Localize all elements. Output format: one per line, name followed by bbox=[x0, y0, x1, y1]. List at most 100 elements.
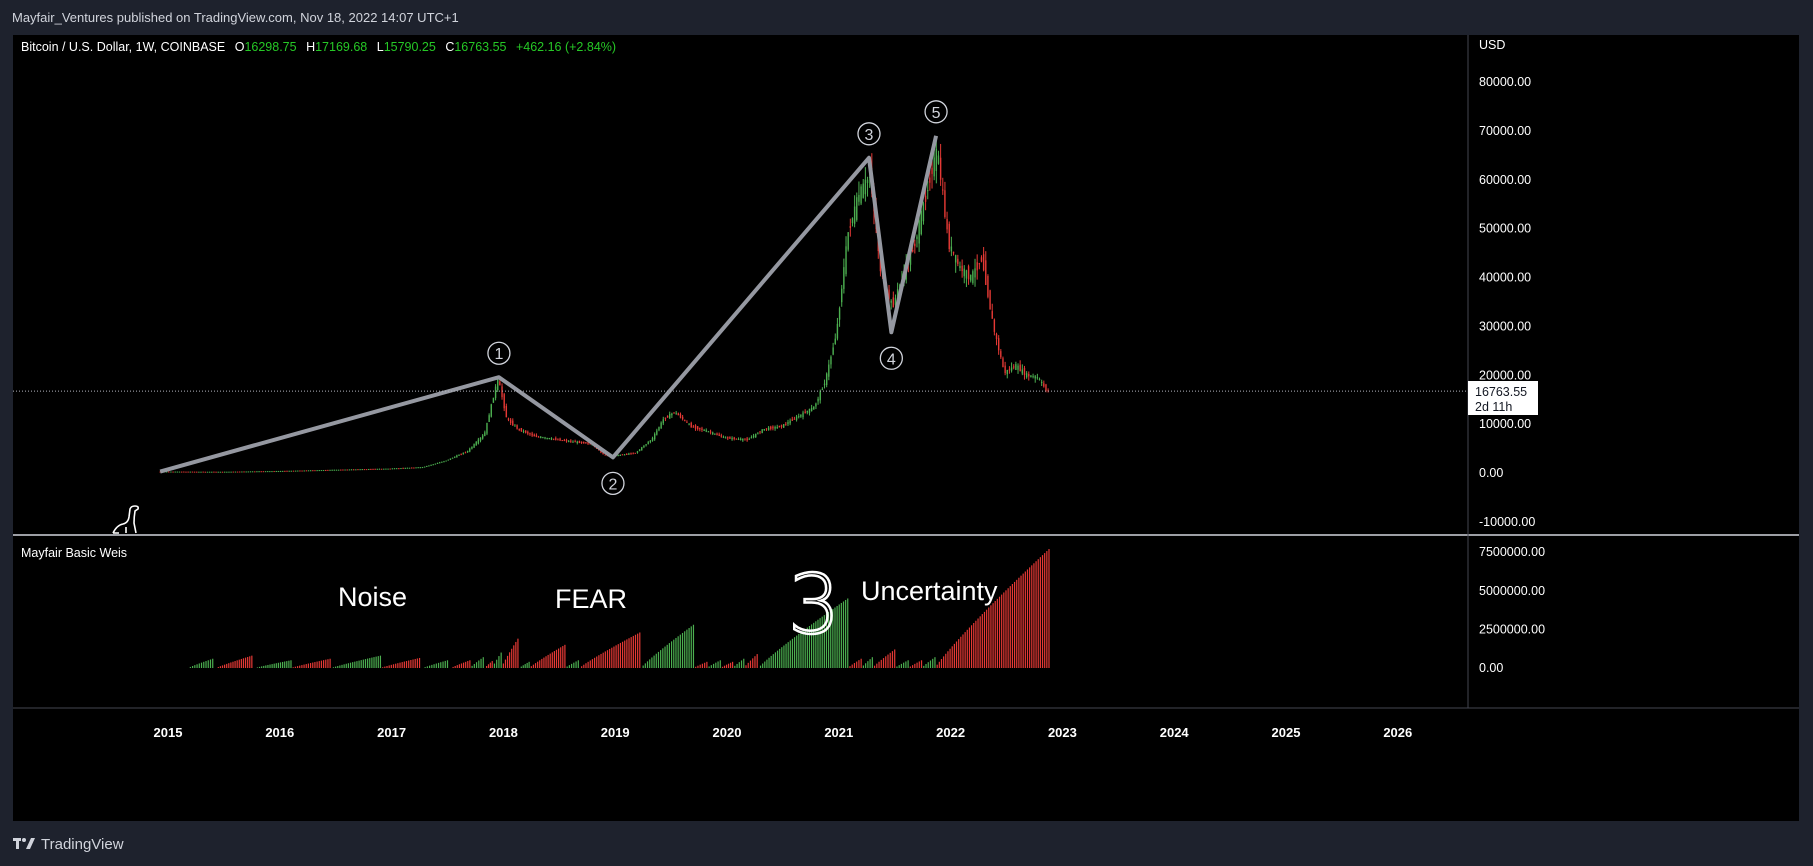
indicator-legend[interactable]: Mayfair Basic Weis bbox=[21, 546, 127, 560]
footer[interactable]: TradingView bbox=[13, 836, 124, 853]
price-candle bbox=[623, 454, 626, 456]
price-candle bbox=[862, 183, 864, 198]
price-candle bbox=[524, 430, 527, 433]
price-candle bbox=[441, 461, 443, 463]
price-candle bbox=[621, 454, 624, 456]
price-candle bbox=[942, 189, 944, 191]
price-candle bbox=[666, 415, 669, 418]
time-tick[interactable]: 2018 bbox=[489, 725, 518, 740]
volume-tick[interactable]: 2500000.00 bbox=[1479, 622, 1545, 636]
price-tick[interactable]: -10000.00 bbox=[1479, 515, 1535, 529]
price-candle bbox=[269, 471, 271, 473]
price-candle bbox=[845, 246, 847, 275]
price-candle bbox=[426, 465, 428, 467]
symbol-name: Bitcoin / U.S. Dollar, 1W, COINBASE bbox=[21, 40, 225, 54]
price-candle bbox=[380, 468, 383, 470]
price-candle bbox=[230, 471, 232, 473]
price-candle bbox=[217, 471, 219, 473]
chart-frame[interactable]: 1 2 3 4 5 Bitcoin / U.S. Dollar, 1W, COINBAS… bbox=[13, 35, 1799, 821]
price-candle bbox=[737, 438, 740, 440]
price-candle bbox=[952, 251, 955, 254]
price-tick[interactable]: 0.00 bbox=[1479, 466, 1503, 480]
volume-tick[interactable]: 5000000.00 bbox=[1479, 584, 1545, 598]
chart-canvas[interactable]: 1 2 3 4 5 Bitcoin / U.S. Dollar, 1W, COINBAS… bbox=[13, 35, 1799, 821]
time-tick[interactable]: 2021 bbox=[824, 725, 853, 740]
price-candle bbox=[628, 453, 630, 455]
price-candle bbox=[512, 420, 514, 426]
open-value: 16298.75 bbox=[244, 40, 296, 54]
currency-label[interactable]: USD bbox=[1479, 38, 1505, 52]
time-tick[interactable]: 2015 bbox=[154, 725, 183, 740]
price-candle bbox=[245, 471, 247, 473]
price-candle bbox=[509, 419, 512, 424]
price-candle bbox=[965, 270, 968, 279]
price-candle bbox=[327, 469, 329, 471]
price-candle bbox=[858, 194, 860, 202]
price-candle bbox=[587, 442, 589, 444]
time-tick[interactable]: 2026 bbox=[1383, 725, 1412, 740]
time-tick[interactable]: 2017 bbox=[377, 725, 406, 740]
price-candle bbox=[430, 464, 432, 466]
dinosaur-icon[interactable] bbox=[112, 505, 139, 534]
last-price-badge: 16763.55 2d 11h bbox=[1468, 381, 1538, 415]
price-candle bbox=[856, 197, 858, 220]
time-tick[interactable]: 2022 bbox=[936, 725, 965, 740]
price-candle bbox=[165, 471, 168, 473]
price-tick[interactable]: 20000.00 bbox=[1479, 368, 1531, 382]
price-tick[interactable]: 50000.00 bbox=[1479, 222, 1531, 236]
price-candle bbox=[1019, 364, 1021, 372]
price-candle bbox=[761, 429, 763, 433]
price-candle bbox=[946, 219, 948, 230]
wave-label-circle bbox=[924, 100, 948, 124]
volume-tick[interactable]: 7500000.00 bbox=[1479, 545, 1545, 559]
volume-tick[interactable]: 0.00 bbox=[1479, 661, 1503, 675]
price-candle bbox=[980, 257, 983, 262]
price-candle bbox=[1004, 365, 1006, 374]
time-tick[interactable]: 2023 bbox=[1048, 725, 1077, 740]
price-candle bbox=[187, 471, 189, 473]
price-candle bbox=[350, 469, 353, 471]
price-candle bbox=[755, 433, 757, 437]
price-candle bbox=[780, 425, 783, 427]
price-tick[interactable]: 40000.00 bbox=[1479, 271, 1531, 285]
price-candle bbox=[1036, 377, 1039, 379]
price-candle bbox=[634, 452, 637, 454]
price-candle bbox=[527, 431, 529, 434]
price-tick[interactable]: 80000.00 bbox=[1479, 75, 1531, 89]
price-candle bbox=[580, 441, 583, 444]
price-candle bbox=[228, 471, 230, 473]
price-tick[interactable]: 10000.00 bbox=[1479, 417, 1531, 431]
time-tick[interactable]: 2025 bbox=[1272, 725, 1301, 740]
price-candle bbox=[507, 418, 510, 420]
price-candle bbox=[750, 437, 753, 439]
price-candle bbox=[677, 413, 680, 416]
time-tick[interactable]: 2019 bbox=[601, 725, 630, 740]
price-candle bbox=[959, 265, 961, 269]
price-axis: 80000.00 70000.00 60000.00 50000.00 40000.00… bbox=[1479, 75, 1535, 529]
price-candle bbox=[772, 426, 774, 429]
price-candle bbox=[361, 469, 363, 471]
price-candle bbox=[469, 448, 471, 452]
price-tick[interactable]: 70000.00 bbox=[1479, 124, 1531, 138]
symbol-legend[interactable]: Bitcoin / U.S. Dollar, 1W, COINBASE O162… bbox=[21, 40, 616, 54]
price-candle bbox=[464, 452, 467, 454]
price-candle bbox=[617, 454, 619, 457]
price-tick[interactable]: 30000.00 bbox=[1479, 319, 1531, 333]
price-candle bbox=[501, 386, 503, 398]
bar-countdown: 2d 11h bbox=[1475, 400, 1512, 414]
price-candle bbox=[236, 471, 239, 473]
price-candle bbox=[301, 470, 303, 472]
time-tick[interactable]: 2024 bbox=[1160, 725, 1190, 740]
price-candle bbox=[815, 403, 817, 407]
price-candle bbox=[559, 438, 561, 441]
wave-label-circle bbox=[601, 471, 625, 496]
time-tick[interactable]: 2016 bbox=[265, 725, 294, 740]
footer-brand[interactable]: TradingView bbox=[41, 836, 124, 853]
price-tick[interactable]: 60000.00 bbox=[1479, 173, 1531, 187]
time-tick[interactable]: 2020 bbox=[713, 725, 742, 740]
price-candle bbox=[413, 467, 415, 469]
price-candle bbox=[1043, 383, 1045, 387]
price-candle bbox=[787, 422, 789, 425]
price-candle bbox=[254, 471, 256, 473]
price-candle bbox=[479, 437, 482, 441]
